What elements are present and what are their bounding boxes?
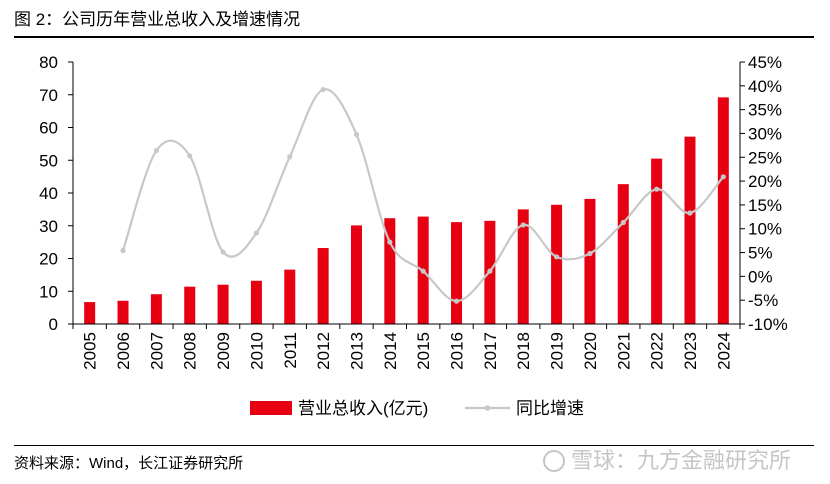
- bar-2019: [551, 204, 563, 324]
- growth-line-path: [121, 88, 725, 303]
- bar-2012: [317, 248, 329, 324]
- bar-2022: [651, 158, 663, 324]
- right-tick-label: 30%: [748, 124, 782, 143]
- bar-2013: [350, 225, 362, 324]
- bar-2016: [451, 222, 463, 324]
- x-tick-label: 2021: [614, 332, 633, 370]
- x-tick-label: 2023: [681, 332, 700, 370]
- x-tick-label: 2020: [581, 332, 600, 370]
- x-tick-label: 2005: [81, 332, 100, 370]
- right-tick-label: 45%: [748, 53, 782, 72]
- growth-point-2018: [520, 222, 526, 228]
- left-tick-label: 70: [39, 86, 58, 105]
- left-tick-label: 40: [39, 184, 58, 203]
- left-tick-label: 20: [39, 250, 58, 269]
- x-tick-label: 2015: [414, 332, 433, 370]
- x-tick-label: 2012: [314, 332, 333, 370]
- x-tick-label: 2014: [381, 332, 400, 370]
- left-tick-label: 60: [39, 119, 58, 138]
- growth-point-2014: [387, 239, 393, 245]
- left-tick-label: 10: [39, 282, 58, 301]
- x-tick-label: 2019: [548, 332, 567, 370]
- x-tick-label: 2007: [147, 332, 166, 370]
- x-tick-label: 2006: [114, 332, 133, 370]
- right-tick-label: 0%: [748, 267, 773, 286]
- bar-2018: [517, 209, 529, 325]
- x-tick-label: 2024: [714, 332, 733, 370]
- bar-2008: [184, 286, 196, 324]
- bar-2006: [117, 300, 129, 324]
- growth-line: [120, 87, 726, 304]
- x-tick-label: 2011: [281, 332, 300, 369]
- left-tick-label: 0: [49, 315, 58, 334]
- bar-2010: [250, 280, 262, 324]
- x-tick-label: 2010: [247, 332, 266, 370]
- growth-point-2022: [654, 186, 660, 192]
- growth-point-2010: [253, 230, 260, 236]
- left-tick-label: 50: [39, 151, 58, 170]
- right-tick-label: -5%: [748, 291, 778, 310]
- legend-bar-label: 营业总收入(亿元): [298, 399, 428, 418]
- x-tick-label: 2022: [648, 332, 667, 370]
- growth-point-2021: [620, 219, 626, 226]
- bar-2020: [584, 198, 596, 324]
- right-tick-label: -10%: [748, 315, 788, 334]
- snowball-logo-icon: [543, 450, 565, 472]
- x-tick-label: 2018: [514, 332, 533, 370]
- growth-point-2011: [287, 154, 293, 160]
- growth-point-2023: [687, 210, 693, 216]
- right-tick-label: 10%: [748, 220, 782, 239]
- right-tick-label: 40%: [748, 77, 782, 96]
- bar-2024: [717, 97, 729, 325]
- growth-point-2007: [153, 148, 159, 154]
- growth-point-2009: [220, 249, 226, 255]
- bar-2023: [684, 136, 696, 324]
- title-rule: [14, 36, 814, 38]
- x-tick-label: 2013: [347, 332, 366, 370]
- watermark-text: 雪球：九方金融研究所: [571, 448, 792, 473]
- bar-2005: [84, 302, 96, 324]
- growth-point-2017: [487, 268, 493, 274]
- bar-2021: [617, 184, 629, 324]
- source-note: 资料来源：Wind，长江证券研究所: [14, 455, 244, 472]
- right-tick-label: 25%: [748, 148, 782, 167]
- growth-point-2024: [720, 174, 726, 180]
- chart-axes: 0 10 20 30 40 50 60 70 80 -10% -5% 0% 5% 10% 15% 20% 25%…: [39, 53, 788, 370]
- legend-line-label: 同比增速: [516, 399, 584, 418]
- right-tick-label: 20%: [748, 172, 782, 191]
- revenue-growth-chart: 0 10 20 30 40 50 60 70 80 -10% -5% 0% 5% 10% 15% 20% 25%…: [39, 53, 788, 418]
- x-tick-label: 2008: [181, 332, 200, 370]
- bar-2009: [217, 284, 229, 324]
- x-tick-label: 2009: [214, 332, 233, 370]
- x-tick-label: 2016: [448, 332, 467, 370]
- figure-title: 图 2：公司历年营业总收入及增速情况: [14, 10, 301, 29]
- growth-point-2008: [187, 153, 193, 159]
- bar-2007: [150, 294, 162, 324]
- right-tick-label: 15%: [748, 196, 782, 215]
- growth-point-2019: [553, 254, 560, 260]
- watermark: 雪球：九方金融研究所: [543, 446, 791, 476]
- right-tick-label: 5%: [748, 244, 773, 263]
- legend-bar-swatch: [250, 401, 292, 415]
- left-tick-label: 30: [39, 217, 58, 236]
- chart-legend: 营业总收入(亿元) 同比增速: [250, 399, 584, 418]
- bar-2014: [384, 218, 396, 324]
- growth-point-2012: [320, 87, 326, 93]
- x-tick-label: 2017: [481, 332, 500, 370]
- growth-point-2016: [453, 298, 460, 304]
- source-rule: [14, 445, 814, 446]
- right-tick-label: 35%: [748, 101, 782, 120]
- growth-point-2015: [420, 268, 426, 274]
- legend-line-marker: [484, 405, 491, 411]
- growth-point-2006: [120, 248, 126, 254]
- growth-point-2013: [353, 131, 360, 138]
- growth-point-2020: [587, 250, 593, 257]
- left-tick-label: 80: [39, 53, 58, 72]
- bar-2011: [284, 269, 296, 324]
